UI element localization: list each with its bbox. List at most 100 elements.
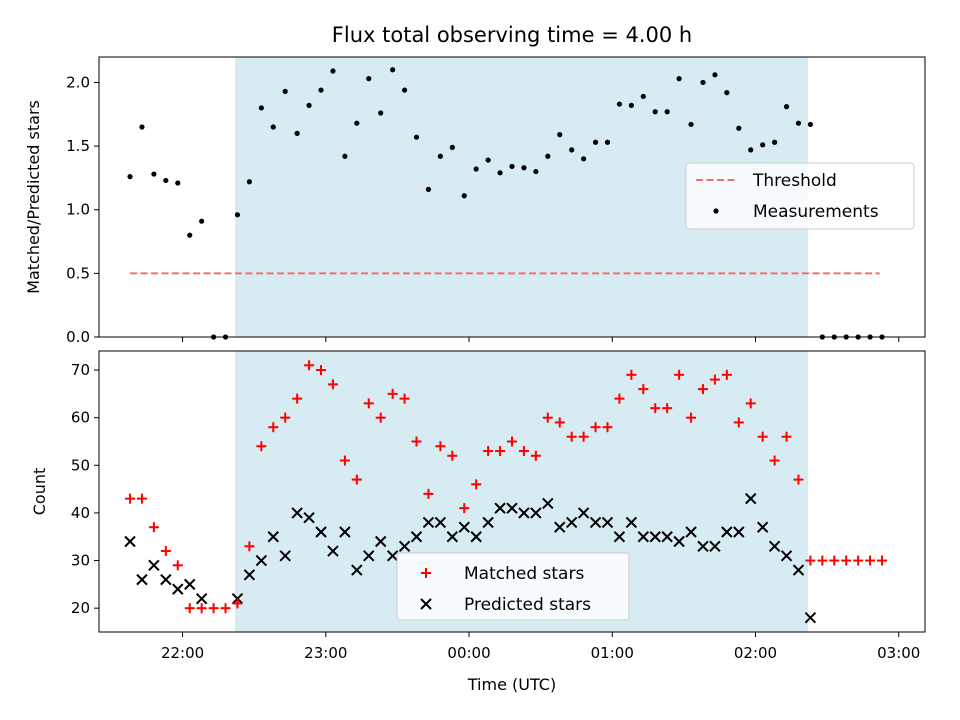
top-y-tick-label: 1.5 <box>66 137 90 155</box>
predicted-star-point <box>279 550 291 562</box>
matched-star-point <box>172 560 183 571</box>
measurement-point <box>545 153 551 159</box>
predicted-star-point <box>148 559 160 572</box>
measurement-point <box>473 166 479 172</box>
measurement-point <box>628 102 634 108</box>
matched-star-point <box>841 555 852 566</box>
measurement-point <box>676 76 682 82</box>
bottom-panel: 20 30 40 50 60 70 22:00 23:00 00:00 01:00 02:00 03… <box>30 350 926 694</box>
predicted-star-point <box>601 516 614 529</box>
measurement-point <box>282 88 288 94</box>
predicted-star-point <box>351 564 363 576</box>
top-y-tick-label: 0.0 <box>66 328 90 346</box>
measurement-point <box>378 110 384 116</box>
measurement-point <box>700 79 706 86</box>
top-y-tick-label: 1.0 <box>66 201 90 219</box>
measurement-point <box>449 144 455 150</box>
matched-star-point <box>292 393 303 404</box>
matched-star-point <box>721 369 732 380</box>
matched-star-point <box>495 446 506 457</box>
matched-star-point <box>626 369 637 380</box>
x-axis-label: Time (UTC) <box>467 675 556 694</box>
predicted-star-point <box>482 516 494 529</box>
matched-star-point <box>316 365 327 376</box>
matched-star-point <box>674 369 685 380</box>
predicted-star-point <box>374 535 387 548</box>
legend-measurements-label: Measurements <box>753 202 879 222</box>
measurement-point <box>724 90 730 96</box>
measurement-point <box>318 87 324 93</box>
predicted-star-point <box>172 583 184 595</box>
predicted-star-point <box>756 521 769 533</box>
bottom-y-axis-label: Count <box>30 468 49 516</box>
measurement-point <box>258 105 264 111</box>
bottom-y-tick-label: 50 <box>71 456 90 474</box>
measurement-point <box>569 147 575 153</box>
predicted-star-point <box>255 554 268 567</box>
measurement-point <box>246 179 252 185</box>
matched-star-point <box>877 555 888 566</box>
top-axes-frame <box>98 56 926 338</box>
matched-star-point <box>339 455 350 466</box>
predicted-star-point <box>136 573 148 586</box>
measurement-point <box>783 104 790 110</box>
measurements-layer <box>127 67 885 340</box>
bottom-axes-frame <box>98 350 926 633</box>
top-y-axis-label: Matched/Predicted stars <box>24 100 43 294</box>
measurement-point <box>330 68 336 74</box>
matched-star-point <box>351 474 362 485</box>
matched-star-point <box>697 384 708 395</box>
matched-star-point <box>757 431 768 442</box>
predicted-star-point <box>243 569 256 581</box>
bottom-x-ticks: 22:00 23:00 00:00 01:00 02:00 03:00 <box>161 632 920 662</box>
predicted-star-point <box>506 502 518 514</box>
predicted-star-point <box>661 531 673 543</box>
measurement-point <box>640 93 646 100</box>
x-tick-label: 22:00 <box>161 644 204 662</box>
bottom-y-ticks: 20 30 40 50 60 70 <box>71 361 99 617</box>
matched-star-point <box>614 393 625 404</box>
matched-star-point <box>280 412 291 423</box>
bottom-legend: Matched stars Predicted stars <box>396 552 630 621</box>
matched-star-point <box>387 388 398 399</box>
legend-measurements-swatch <box>713 208 719 214</box>
measurement-point <box>760 142 766 148</box>
matched-star-point <box>530 450 541 461</box>
predicted-star-point <box>327 545 339 557</box>
top-y-ticks: 0.0 0.5 1.0 1.5 2.0 <box>66 73 99 346</box>
predicted-star-point <box>267 531 279 543</box>
predicted-star-point <box>625 516 638 529</box>
predicted-star-point <box>339 526 351 538</box>
predicted-star-point <box>613 531 626 543</box>
top-legend-box <box>685 162 915 230</box>
matched-star-point <box>327 379 338 390</box>
matched-star-point <box>268 422 279 433</box>
measurement-point <box>652 109 658 115</box>
predicted-star-point <box>577 507 590 519</box>
matched-star-point <box>411 436 422 447</box>
predicted-star-point <box>697 540 709 552</box>
predicted-star-point <box>709 540 721 552</box>
bottom-legend-box <box>396 552 630 621</box>
matched-star-point <box>769 455 780 466</box>
predicted-star-point <box>494 502 506 514</box>
measurement-point <box>604 139 611 145</box>
matched-star-point <box>471 479 482 490</box>
matched-star-point <box>184 603 195 614</box>
matched-star-point <box>662 403 673 414</box>
top-y-tick-label: 2.0 <box>66 73 90 91</box>
matched-star-point <box>542 412 553 423</box>
matched-star-point <box>686 412 697 423</box>
predicted-star-point <box>458 521 470 533</box>
measurement-point <box>688 121 694 128</box>
matched-star-point <box>817 555 828 566</box>
measurement-point <box>163 177 169 184</box>
measurement-point <box>461 193 467 199</box>
matched-star-point <box>578 431 589 442</box>
matched-star-point <box>125 493 136 504</box>
predicted-star-point <box>792 564 805 576</box>
counts-layer <box>124 360 888 624</box>
predicted-star-point <box>637 531 650 543</box>
matched-star-point <box>805 555 816 566</box>
predicted-star-point <box>398 540 411 552</box>
